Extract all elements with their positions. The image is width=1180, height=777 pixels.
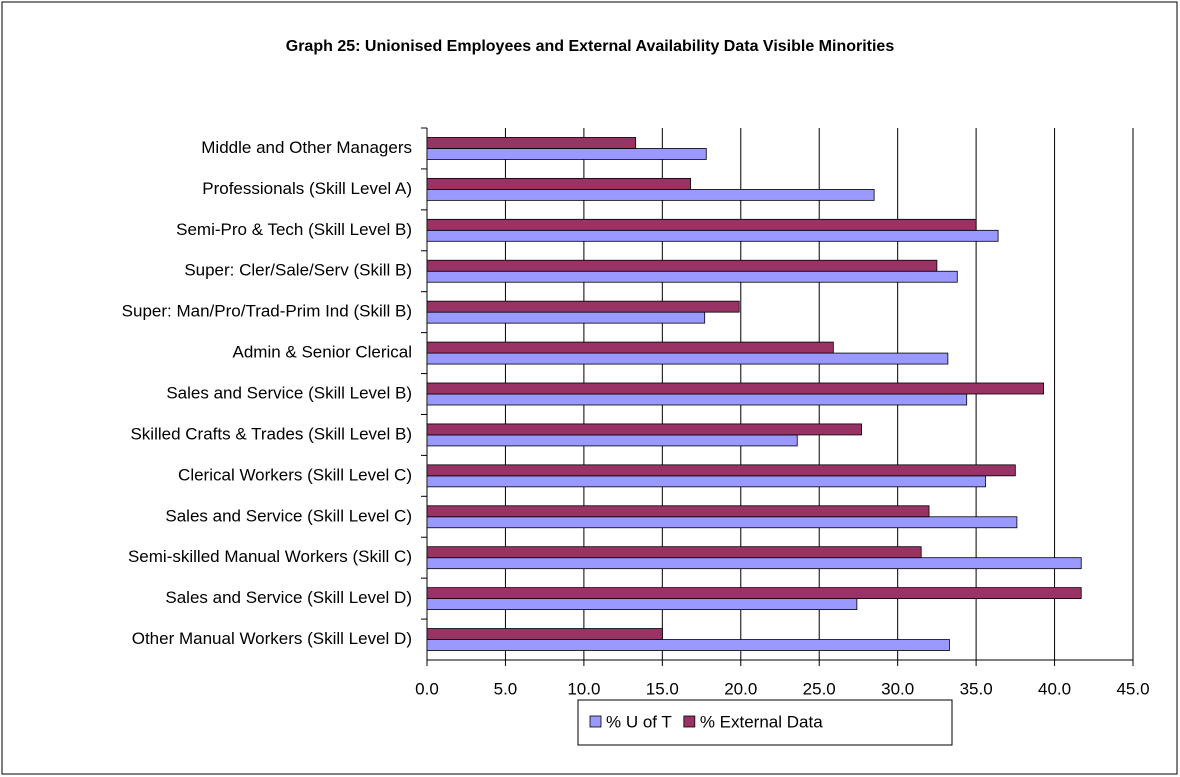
- y-tick-label: Sales and Service (Skill Level D): [165, 588, 412, 607]
- x-tick-label: 25.0: [803, 679, 836, 698]
- bar: [426, 557, 1082, 570]
- legend-swatch: [589, 715, 602, 728]
- bar: [426, 475, 986, 488]
- y-tick-label: Skilled Crafts & Trades (Skill Level B): [130, 424, 412, 443]
- bar: [426, 218, 977, 231]
- bar: [426, 352, 949, 365]
- bar: [426, 628, 663, 640]
- x-tick-label: 10.0: [567, 679, 600, 698]
- bar: [426, 382, 1044, 395]
- bar: [426, 393, 968, 406]
- y-tick-label: Semi-Pro & Tech (Skill Level B): [176, 220, 412, 239]
- legend-label: % External Data: [700, 712, 823, 731]
- bar: [426, 137, 637, 149]
- bar: [426, 598, 858, 611]
- bar: [426, 423, 862, 436]
- y-tick-label: Professionals (Skill Level A): [202, 179, 412, 198]
- x-tick-label: 5.0: [494, 679, 518, 698]
- y-tick-label: Clerical Workers (Skill Level C): [178, 465, 412, 484]
- bar: [426, 639, 950, 651]
- bar: [426, 434, 798, 447]
- bar: [426, 148, 707, 160]
- y-tick-label: Middle and Other Managers: [201, 138, 412, 157]
- bar: [426, 188, 875, 201]
- bar: [426, 300, 740, 313]
- x-tick-label: 0.0: [415, 679, 439, 698]
- bar: [426, 587, 1082, 600]
- bar: [426, 177, 691, 190]
- y-tick-label: Super: Man/Pro/Trad-Prim Ind (Skill B): [122, 302, 412, 321]
- y-tick-label: Sales and Service (Skill Level B): [166, 383, 412, 402]
- y-tick-label: Sales and Service (Skill Level C): [165, 506, 412, 525]
- bar: [426, 270, 958, 283]
- bar: [426, 464, 1016, 477]
- x-tick-label: 45.0: [1116, 679, 1149, 698]
- y-tick-label: Super: Cler/Sale/Serv (Skill B): [184, 261, 412, 280]
- bar: [426, 259, 938, 272]
- legend: [577, 699, 953, 746]
- y-tick-label: Admin & Senior Clerical: [232, 343, 412, 362]
- chart-title: Graph 25: Unionised Employees and Extern…: [286, 38, 895, 55]
- bar: [426, 505, 930, 518]
- y-tick-label: Other Manual Workers (Skill Level D): [132, 629, 412, 648]
- bar: [426, 341, 834, 354]
- x-tick-label: 20.0: [724, 679, 757, 698]
- bar: [426, 229, 999, 242]
- bar: [426, 311, 706, 324]
- bar: [426, 546, 922, 559]
- legend-label: % U of T: [606, 712, 672, 731]
- x-tick-label: 30.0: [881, 679, 914, 698]
- x-tick-label: 15.0: [646, 679, 679, 698]
- bar: [426, 516, 1018, 529]
- x-tick-label: 40.0: [1038, 679, 1071, 698]
- x-tick-label: 35.0: [960, 679, 993, 698]
- legend-swatch: [683, 715, 696, 728]
- y-tick-label: Semi-skilled Manual Workers (Skill C): [128, 547, 412, 566]
